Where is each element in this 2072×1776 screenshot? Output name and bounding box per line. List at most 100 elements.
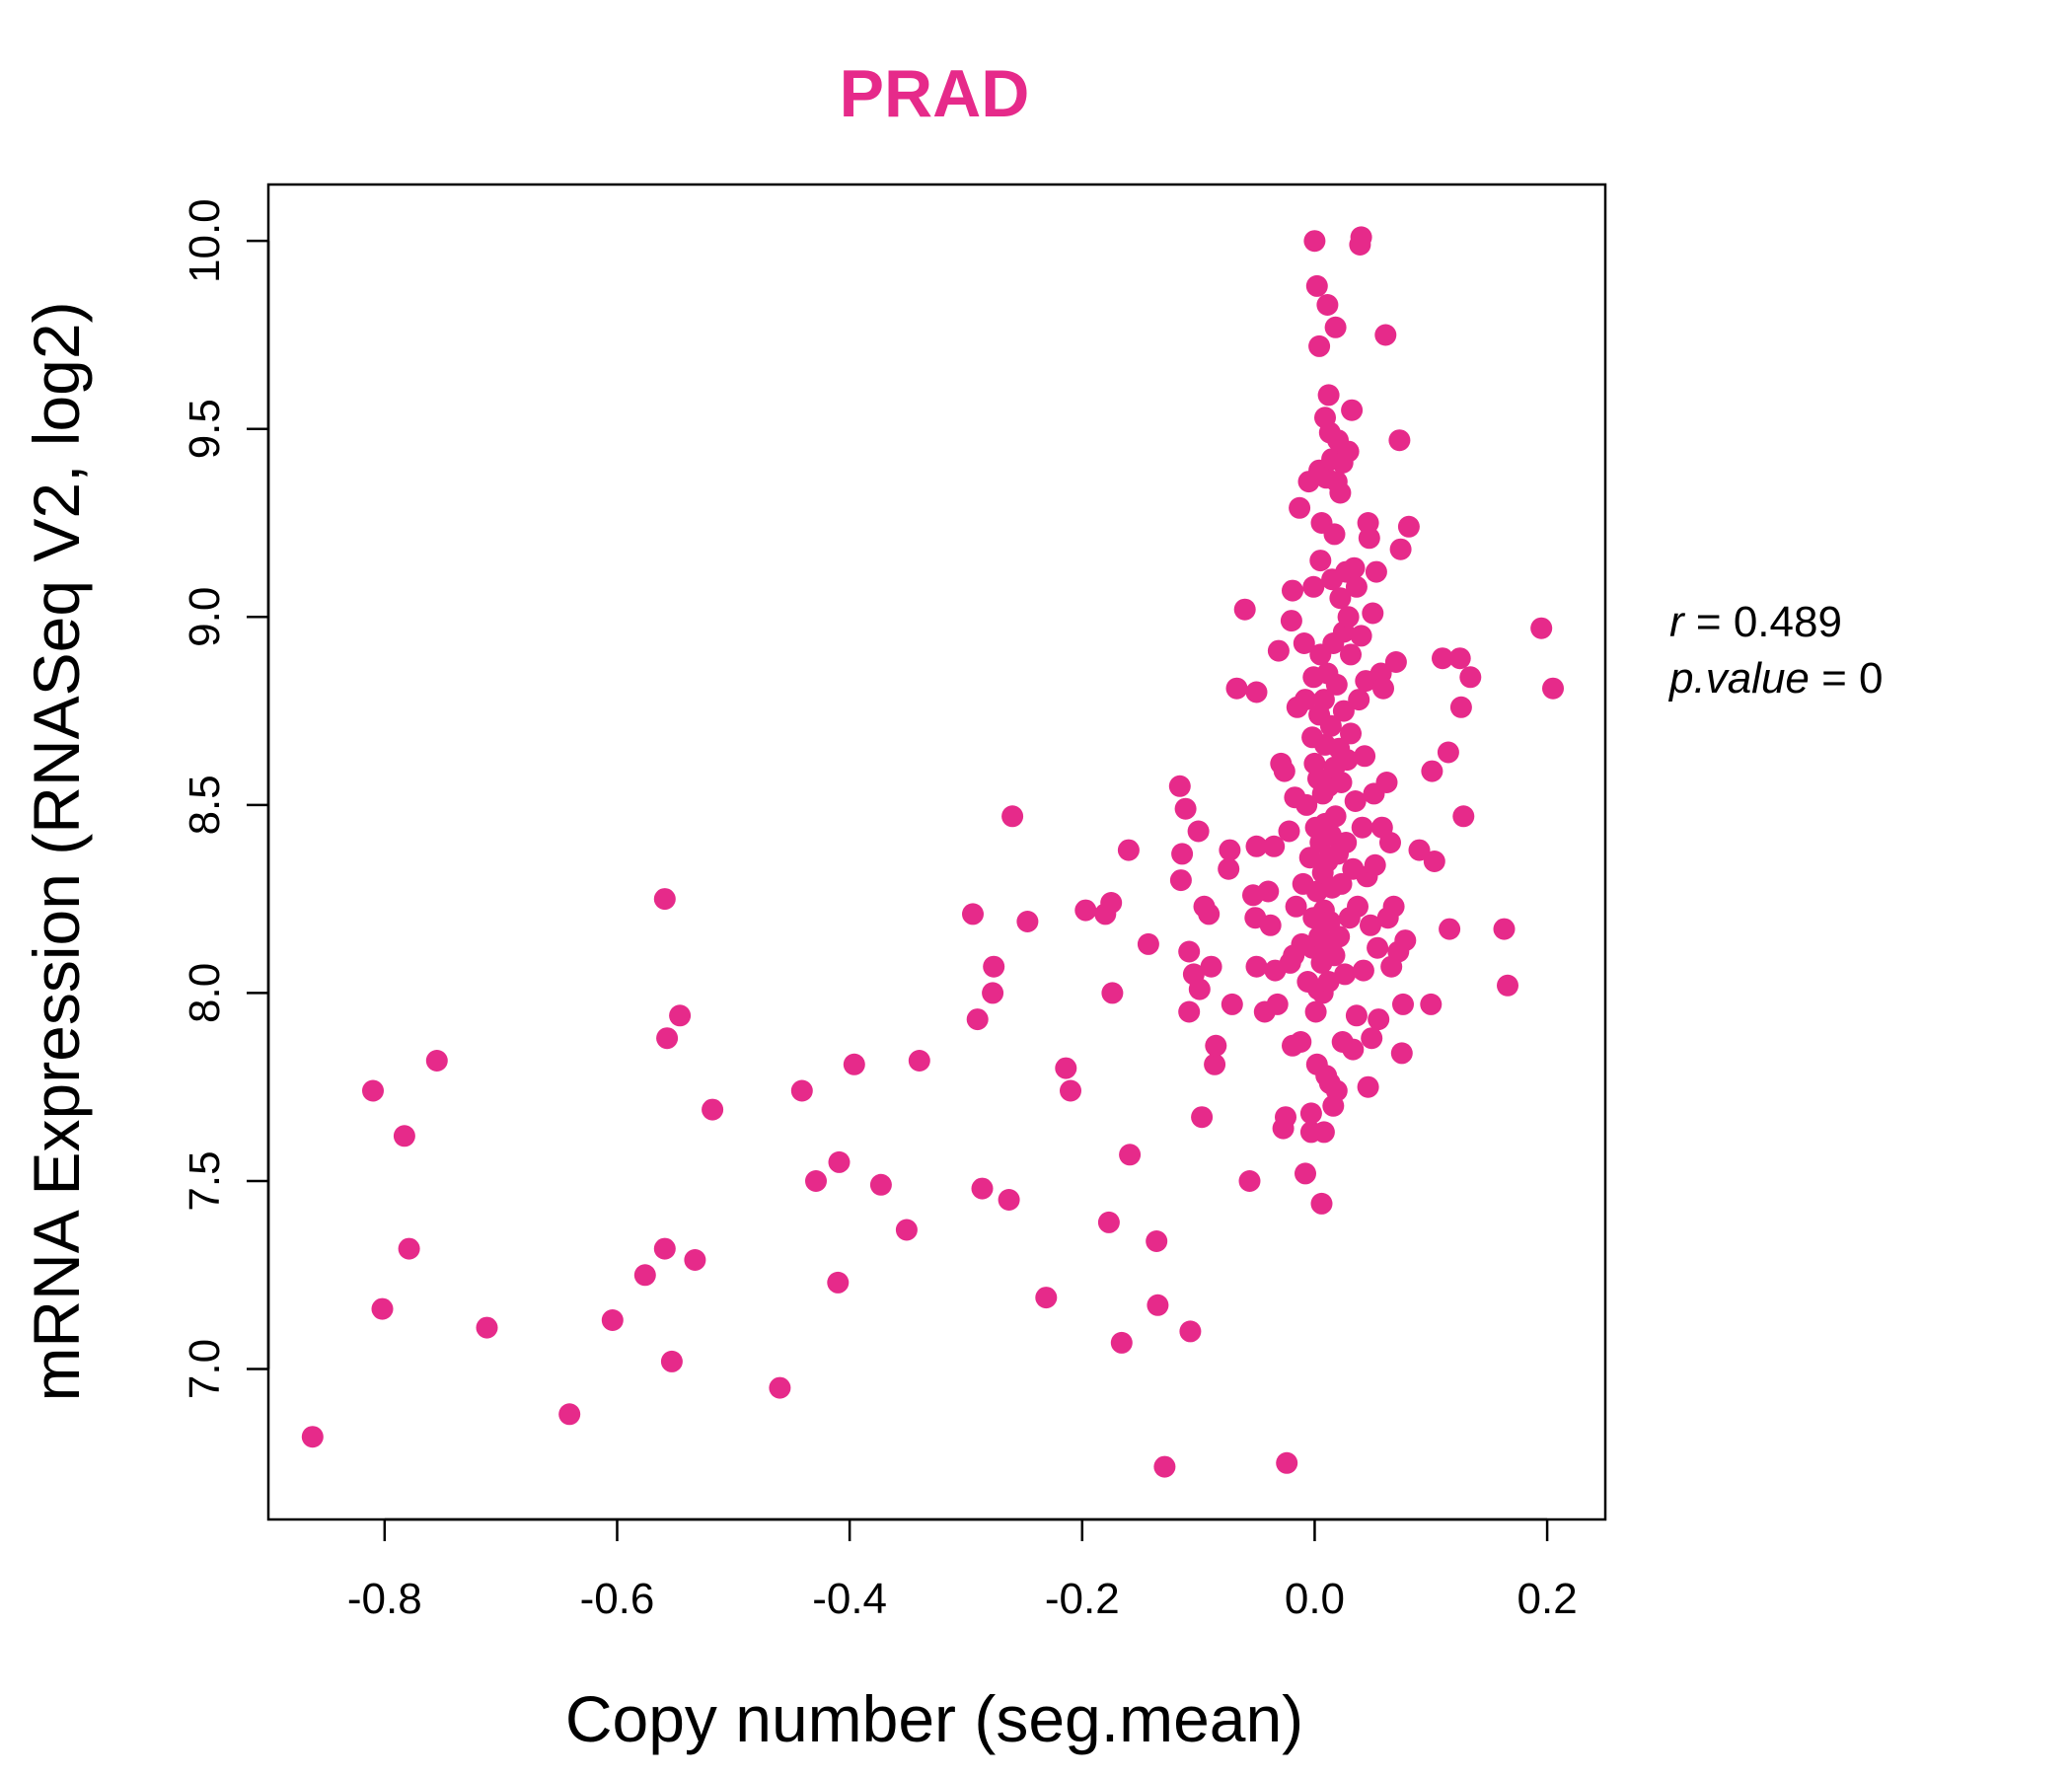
data-point <box>895 1219 918 1241</box>
data-point <box>869 1173 892 1196</box>
data-point <box>476 1316 498 1339</box>
data-point <box>1273 760 1295 782</box>
data-point <box>1137 932 1159 955</box>
data-point <box>828 1150 851 1173</box>
data-point <box>1295 1162 1316 1185</box>
data-point <box>1329 587 1352 610</box>
data-point <box>1312 689 1335 711</box>
data-point <box>653 888 676 911</box>
data-point <box>1364 853 1386 876</box>
data-point <box>982 982 1004 1004</box>
data-point <box>1259 914 1282 936</box>
data-point <box>1330 872 1353 895</box>
x-tick-label: 0.2 <box>1517 1575 1578 1623</box>
data-point <box>1168 775 1191 797</box>
data-point <box>1169 869 1192 892</box>
data-point <box>1361 1027 1383 1050</box>
data-point <box>1257 880 1280 903</box>
data-point <box>1289 496 1311 519</box>
data-point <box>1325 1079 1348 1102</box>
data-point <box>1312 1121 1335 1144</box>
data-point <box>962 903 984 925</box>
data-point <box>1357 1075 1379 1098</box>
data-point <box>1001 805 1024 828</box>
r-annotation: r = 0.489 <box>1669 598 1842 646</box>
data-point <box>1174 797 1197 820</box>
data-point <box>1238 1170 1261 1192</box>
data-point <box>1219 839 1241 861</box>
data-point <box>1394 929 1417 952</box>
x-axis-label: Copy number (seg.mean) <box>565 1682 1303 1755</box>
data-point <box>1221 993 1243 1015</box>
data-point <box>398 1237 420 1260</box>
data-point <box>1218 857 1240 880</box>
data-point <box>1225 677 1248 700</box>
data-point <box>1171 843 1194 865</box>
data-point <box>1275 1106 1296 1129</box>
data-point <box>1198 903 1221 925</box>
data-point <box>1344 790 1367 812</box>
data-point <box>1342 1038 1365 1061</box>
data-point <box>1317 384 1340 407</box>
data-point <box>1266 993 1289 1015</box>
data-point <box>1310 1192 1333 1215</box>
r-value: 0.489 <box>1734 598 1842 646</box>
data-point <box>1449 696 1472 718</box>
data-point <box>1423 851 1445 872</box>
data-point <box>1282 579 1303 602</box>
data-point <box>1285 895 1307 918</box>
data-point <box>1319 714 1342 737</box>
correlation-annotation: r = 0.489 p.value = 0 <box>1667 598 1884 703</box>
p-value: 0 <box>1859 654 1883 703</box>
data-point <box>558 1403 581 1426</box>
data-point <box>1299 1102 1322 1125</box>
data-point <box>633 1264 656 1287</box>
data-point <box>1323 944 1346 967</box>
data-point <box>371 1297 394 1320</box>
data-point <box>1350 625 1372 647</box>
data-point <box>1362 602 1384 625</box>
data-point <box>1035 1287 1058 1309</box>
p-label: p.value <box>1667 654 1810 703</box>
data-point <box>1337 606 1360 629</box>
data-point <box>1497 974 1518 997</box>
data-point <box>1337 440 1360 463</box>
data-point <box>1178 1000 1201 1023</box>
data-point <box>971 1177 994 1200</box>
data-point <box>1352 959 1374 982</box>
y-tick-label: 10.0 <box>181 198 229 283</box>
data-point <box>1345 1004 1368 1027</box>
y-tick-label: 9.0 <box>181 587 229 647</box>
data-point <box>1147 1294 1169 1316</box>
data-point <box>1335 832 1358 853</box>
data-point <box>656 1027 679 1050</box>
data-point <box>1295 689 1316 711</box>
data-point <box>1421 760 1443 782</box>
x-tick-label: -0.4 <box>812 1575 887 1623</box>
data-points <box>301 226 1564 1478</box>
data-point <box>1119 1144 1142 1166</box>
data-point <box>1420 993 1443 1015</box>
data-point <box>425 1050 448 1072</box>
data-point <box>1332 700 1355 722</box>
data-point <box>1351 816 1373 839</box>
data-point <box>1325 673 1348 696</box>
data-point <box>1340 722 1362 745</box>
data-point <box>1452 805 1475 828</box>
data-point <box>653 1237 676 1260</box>
data-point <box>1187 820 1210 843</box>
data-point <box>1493 918 1516 940</box>
data-point <box>1245 955 1268 978</box>
y-tick-label: 8.0 <box>181 963 229 1023</box>
data-point <box>1448 647 1471 670</box>
data-point <box>1439 918 1461 940</box>
data-point <box>1316 294 1339 316</box>
data-point <box>1309 550 1332 572</box>
data-point <box>1329 481 1352 504</box>
data-point <box>998 1189 1020 1211</box>
data-point <box>1060 1079 1081 1102</box>
data-point <box>1375 772 1398 793</box>
data-point <box>1016 911 1039 932</box>
data-point <box>1343 556 1366 579</box>
data-point <box>983 955 1005 978</box>
